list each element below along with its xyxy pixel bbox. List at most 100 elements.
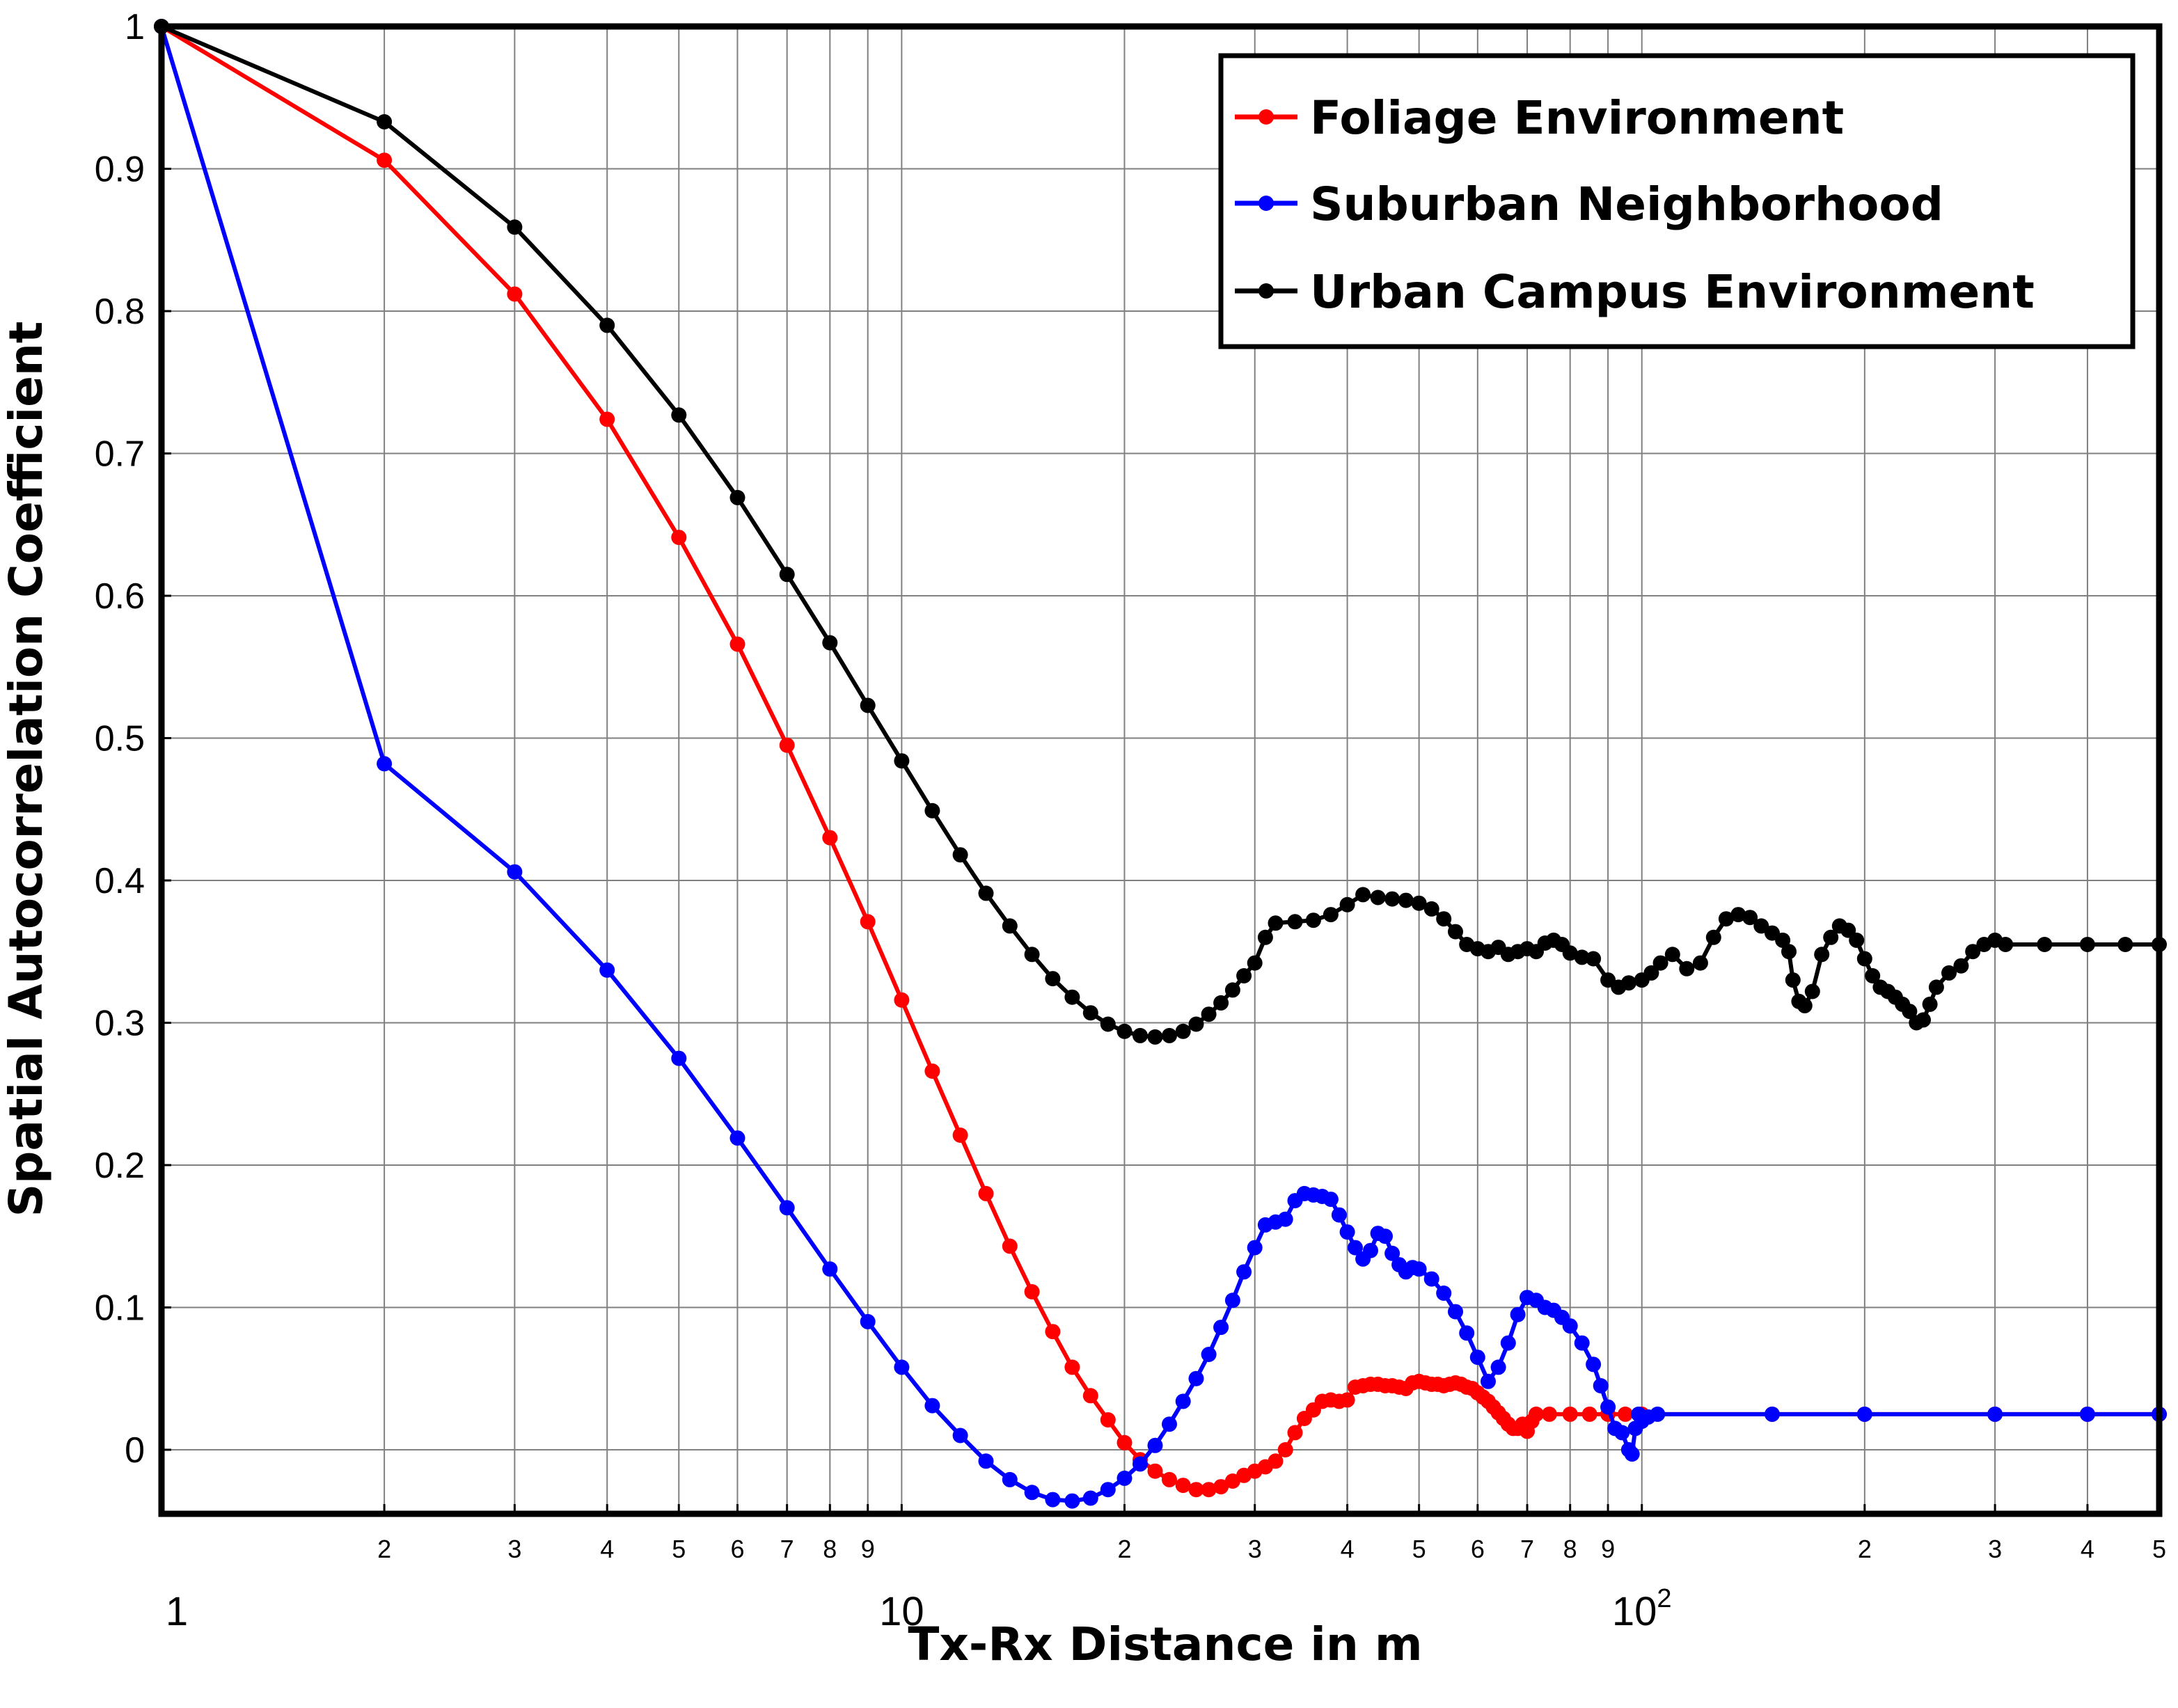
y-tick-label: 0.4 [95, 861, 145, 901]
data-point [1481, 1373, 1496, 1389]
data-point [1765, 1406, 1780, 1422]
data-point [860, 914, 876, 930]
x-tick-label-major: 1 [166, 1589, 188, 1634]
data-point [1024, 1284, 1040, 1299]
data-point [729, 636, 745, 652]
data-point [1024, 1485, 1040, 1501]
data-point [1643, 965, 1659, 981]
y-tick-label: 0.1 [95, 1288, 145, 1328]
x-tick-label-minor: 2 [377, 1535, 391, 1563]
data-point [1363, 1242, 1378, 1258]
data-point [1742, 910, 1758, 926]
x-tick-label-minor: 9 [861, 1535, 875, 1563]
plot-frame [158, 23, 2163, 1517]
data-point [822, 830, 838, 846]
data-point [1224, 1473, 1240, 1489]
data-point [1384, 891, 1400, 907]
x-tick-label-minor: 6 [1471, 1535, 1485, 1563]
data-point [1147, 1463, 1163, 1479]
data-point [1305, 912, 1321, 928]
data-point [779, 737, 795, 753]
x-tick-label-minor: 4 [600, 1535, 614, 1563]
data-point [1331, 1207, 1347, 1223]
data-point [1562, 1406, 1578, 1422]
data-point [1459, 1325, 1475, 1341]
series-0 [154, 19, 2167, 1498]
x-tick-label-minor: 3 [1248, 1535, 1262, 1563]
data-point [1370, 889, 1386, 906]
data-point [779, 567, 795, 583]
legend-label-foliage: Foliage Environment [1310, 91, 1844, 145]
data-point [2037, 937, 2053, 952]
data-point [1562, 1318, 1578, 1334]
data-point [599, 317, 615, 333]
data-point [1224, 1292, 1240, 1308]
data-point [1541, 1406, 1557, 1422]
data-point [1804, 983, 1820, 999]
x-tick-label-minor: 7 [780, 1535, 794, 1563]
x-tick-label-minor: 2 [1858, 1535, 1872, 1563]
series-2 [154, 19, 2167, 1045]
data-point [1355, 887, 1371, 903]
data-point [1247, 955, 1263, 971]
data-point [1529, 1406, 1544, 1422]
data-point [1268, 1453, 1284, 1469]
y-axis-tick-labels: 0 0.1 0.2 0.3 0.4 0.5 0.6 0.7 0.8 0.9 1 [95, 7, 171, 1471]
data-point [1624, 1446, 1640, 1462]
data-point [822, 1261, 838, 1277]
y-tick-label: 0.8 [95, 292, 145, 332]
x-tick-label-minor: 8 [1563, 1535, 1577, 1563]
data-point [860, 697, 876, 713]
data-point [671, 530, 687, 546]
x-tick-label-major: 10 [879, 1589, 924, 1634]
data-point [1002, 1238, 1018, 1254]
data-point [377, 152, 393, 168]
y-tick-label: 1 [125, 7, 145, 47]
data-point [1116, 1434, 1133, 1450]
data-point [1188, 1370, 1204, 1386]
data-point [1998, 937, 2014, 952]
data-point [1257, 929, 1273, 945]
data-point [1100, 1482, 1116, 1498]
data-point [1201, 1006, 1217, 1022]
data-point [1753, 918, 1769, 934]
data-point [952, 1428, 968, 1444]
data-point [1133, 1456, 1148, 1472]
data-point [924, 1063, 940, 1079]
data-point [1781, 944, 1797, 960]
data-point [1469, 1350, 1485, 1366]
data-point [1045, 971, 1061, 987]
data-point [507, 219, 523, 235]
data-point [1201, 1482, 1217, 1498]
legend-marker-urban [1258, 283, 1274, 299]
data-point [1175, 1478, 1191, 1494]
data-point [1277, 1211, 1293, 1227]
data-point [1593, 1378, 1609, 1393]
data-point [1339, 1224, 1355, 1240]
x-tick-label-minor: 3 [507, 1535, 521, 1563]
data-point [1236, 1264, 1252, 1280]
data-point [1928, 979, 1944, 995]
data-point [1448, 924, 1463, 940]
data-point [1581, 1406, 1597, 1422]
data-point [1600, 1399, 1616, 1415]
data-point [1718, 911, 1734, 927]
data-point [599, 411, 615, 427]
y-tick-label: 0.2 [95, 1146, 145, 1186]
data-point [1162, 1416, 1177, 1432]
x-tick-label-minor: 4 [1341, 1535, 1355, 1563]
data-point [1797, 997, 1813, 1013]
data-point [1411, 895, 1427, 911]
x-tick-label-minor: 8 [823, 1535, 837, 1563]
data-point [1213, 1479, 1229, 1495]
data-point [1865, 968, 1881, 983]
data-point [1082, 1490, 1098, 1506]
data-point [1692, 955, 1708, 971]
data-point [1730, 907, 1746, 923]
series-1 [154, 19, 2167, 1509]
data-point [1236, 968, 1252, 983]
data-point [1574, 949, 1590, 965]
legend-label-urban: Urban Campus Environment [1310, 265, 2035, 319]
